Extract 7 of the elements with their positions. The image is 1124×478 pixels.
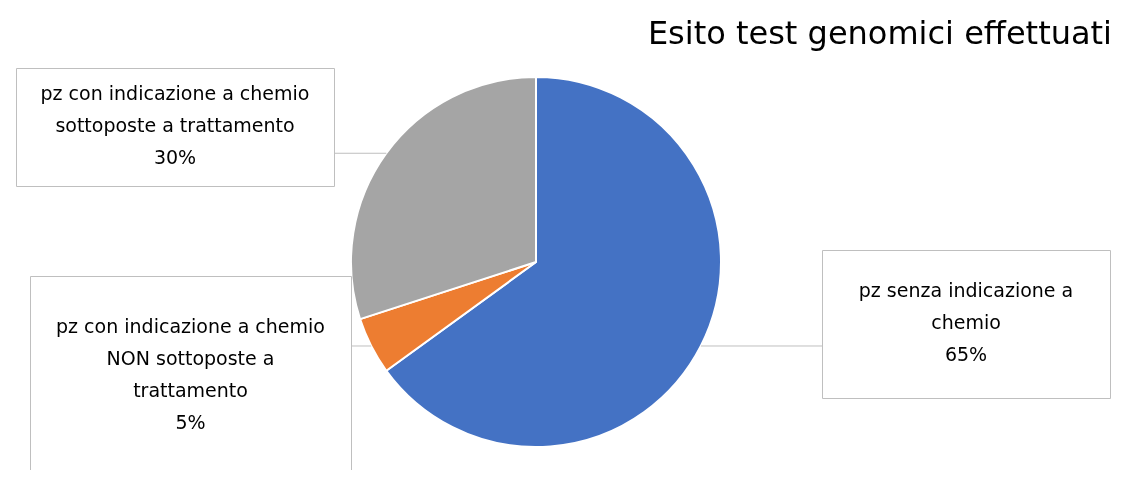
slice-label: pz con indicazione a chemio NON sottoposte a trattamento <box>56 314 325 401</box>
data-label: 5% <box>175 410 206 433</box>
chart-title: Esito test genomici effettuati <box>647 14 1112 53</box>
data-label: 30% <box>153 145 197 168</box>
data-label: 65% <box>944 342 988 365</box>
slice-label: pz senza indicazione a chemio <box>858 278 1074 333</box>
slice-label: pz con indicazione a chemio sottoposte a trattamento <box>40 81 310 136</box>
